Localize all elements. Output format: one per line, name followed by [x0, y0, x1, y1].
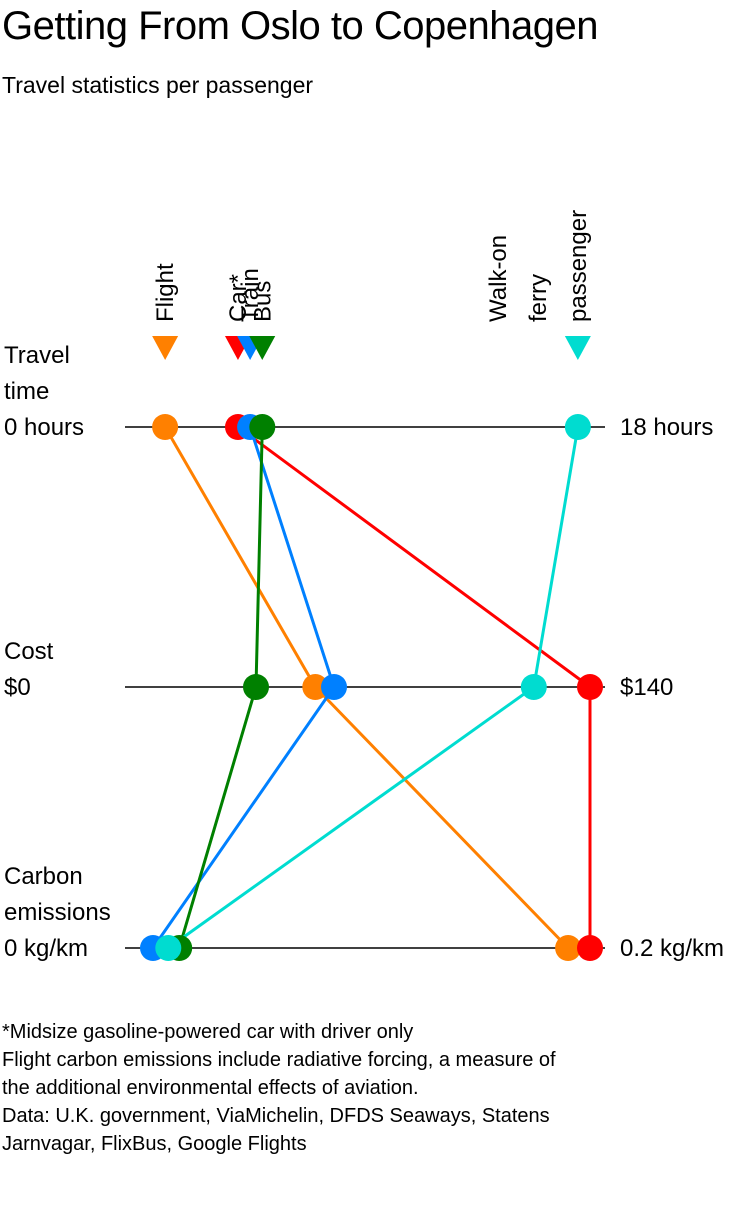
point-cost-1	[577, 674, 603, 700]
series-label-4-2: passenger	[565, 210, 592, 322]
axis-layer: Travel time 0 hours 18 hours Cost $0 $140 Carbo…	[4, 342, 724, 962]
axis-title-time-1: time	[4, 378, 49, 405]
axis-min-label-cost: $0	[4, 674, 31, 701]
point-carbon-4	[155, 935, 182, 961]
parallel-coordinates-chart: Travel time 0 hours 18 hours Cost $0 $140 Carbo…	[4, 210, 724, 962]
axis-max-label-time: 18 hours	[620, 414, 713, 441]
point-cost-3	[243, 674, 269, 700]
series-label-0-0: Flight	[152, 263, 179, 322]
series-marker-3	[249, 336, 276, 360]
axis-title-carbon-1: emissions	[4, 899, 111, 926]
footnotes: *Midsize gasoline-powered car with drive…	[2, 1018, 562, 1158]
axis-title-carbon-0: Carbon	[4, 863, 83, 890]
series-label-2-0: Train	[237, 268, 264, 322]
axis-max-label-cost: $140	[620, 674, 673, 701]
series-marker-0	[152, 336, 179, 360]
footnote-flight: Flight carbon emissions include radiativ…	[2, 1049, 556, 1099]
axis-title-time-0: Travel	[4, 342, 70, 369]
footnote-source: Data: U.K. government, ViaMichelin, DFDS…	[2, 1105, 550, 1155]
point-time-3	[249, 414, 276, 440]
footnote-car: *Midsize gasoline-powered car with drive…	[2, 1021, 414, 1043]
point-cost-0	[302, 674, 329, 700]
axis-title-cost-0: Cost	[4, 638, 54, 665]
chart-subtitle: Travel statistics per passenger	[2, 72, 314, 98]
series-marker-4	[564, 336, 591, 360]
point-carbon-0	[555, 935, 582, 961]
axis-min-label-carbon: 0 kg/km	[4, 935, 88, 962]
series-label-1-0: Car*	[225, 274, 252, 322]
point-cost-2	[321, 674, 347, 700]
series-label-3-0: Bus	[249, 281, 276, 322]
point-cost-4	[520, 674, 547, 700]
point-carbon-1	[577, 935, 603, 961]
axis-max-label-carbon: 0.2 kg/km	[620, 935, 724, 962]
series-label-4-0: Walk-on	[485, 235, 512, 322]
axis-min-label-time: 0 hours	[4, 414, 84, 441]
point-time-0	[152, 414, 179, 440]
chart-title: Getting From Oslo to Copenhagen	[2, 4, 598, 48]
point-time-4	[564, 414, 591, 440]
series-label-4-1: ferry	[525, 274, 552, 322]
series-points	[140, 414, 603, 961]
